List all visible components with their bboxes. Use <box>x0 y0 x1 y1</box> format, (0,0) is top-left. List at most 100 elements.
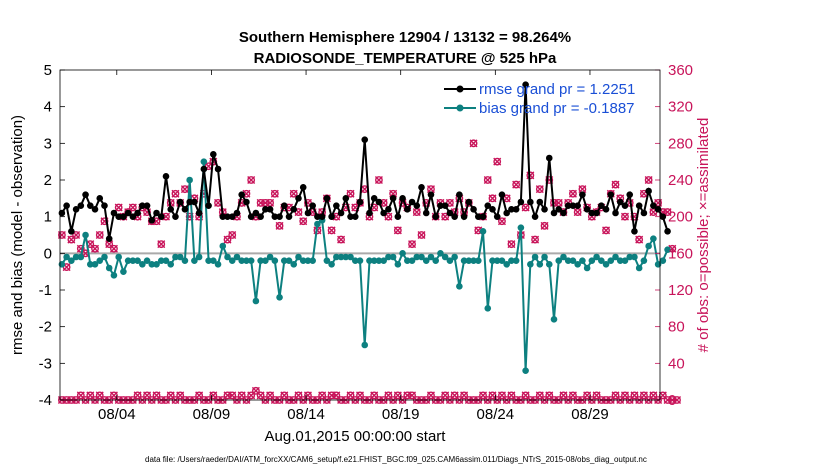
bias-point <box>58 261 66 268</box>
y-tick-label: 4 <box>44 99 52 116</box>
obs-zero-possible-point <box>521 391 530 400</box>
obs-assimilated-point <box>57 231 66 239</box>
obs-zero-possible-point <box>592 391 601 400</box>
obs-possible-point <box>171 189 180 198</box>
rmse-point <box>621 202 629 209</box>
rmse-point <box>115 213 122 220</box>
legend: rmse grand pr = 1.2251 bias grand pr = -… <box>444 81 635 117</box>
rmse-point <box>536 198 544 206</box>
obs-assimilated-point <box>573 208 582 217</box>
bias-point <box>375 257 383 264</box>
obs-possible-point <box>95 231 104 239</box>
rmse-point <box>333 202 340 209</box>
obs-assimilated-point <box>337 235 346 244</box>
rmse-point <box>645 187 652 195</box>
bias-point <box>91 261 99 268</box>
rmse-point <box>238 191 246 198</box>
chart-title-line1: Southern Hemisphere 12904 / 13132 = 98.2… <box>239 29 571 46</box>
obs-possible-point <box>512 180 521 189</box>
bias-point <box>635 264 643 272</box>
rmse-point <box>456 191 463 198</box>
obs-zero-possible-point <box>611 391 620 400</box>
bias-point <box>512 257 520 264</box>
rmse-point <box>427 191 435 198</box>
obs-assimilated-point <box>417 231 426 239</box>
bias-point <box>441 253 449 261</box>
rmse-point <box>602 206 610 213</box>
obs-possible-point <box>408 240 416 249</box>
obs-possible-point <box>469 139 478 148</box>
bias-point <box>385 253 392 261</box>
bias-point <box>172 253 179 261</box>
bias-point <box>143 257 151 264</box>
rmse-point <box>295 195 302 202</box>
rmse-point <box>280 202 288 209</box>
rmse-point <box>541 206 548 213</box>
obs-possible-point <box>483 176 492 184</box>
obs-zero-assimilated-point <box>673 396 682 404</box>
rmse-point <box>101 202 108 209</box>
rmse-point <box>375 198 383 206</box>
rmse-point <box>247 213 255 220</box>
obs-zero-possible-point <box>294 391 303 400</box>
bias-point <box>96 257 104 264</box>
bias-point <box>564 257 572 264</box>
obs-assimilated-point <box>526 171 535 180</box>
rmse-point <box>659 213 667 220</box>
bias-point <box>536 261 544 268</box>
obs-assimilated-point <box>374 176 383 184</box>
bias-point <box>299 257 307 264</box>
bias-point <box>399 250 406 257</box>
obs-possible-point <box>185 212 194 221</box>
obs-zero-possible-point <box>569 391 577 400</box>
obs-assimilated-point <box>228 231 237 239</box>
obs-possible-point <box>644 176 653 184</box>
bias-point <box>153 261 160 268</box>
rmse-point <box>508 206 515 213</box>
obs-zero-possible-point <box>166 391 175 400</box>
bias-point <box>86 261 94 268</box>
bias-point <box>588 257 596 264</box>
y-right-tick-label: 40 <box>668 355 685 372</box>
y-tick-label: -3 <box>39 355 52 372</box>
y-right-tick-label: 160 <box>668 245 693 262</box>
rmse-point <box>228 213 236 220</box>
obs-assimilated-point <box>488 194 497 203</box>
bias-point <box>555 257 563 264</box>
bias-point <box>370 257 378 264</box>
legend-rmse-marker <box>456 85 464 93</box>
rmse-point <box>86 202 94 209</box>
rmse-point <box>323 195 331 202</box>
obs-zero-possible-point <box>498 391 506 400</box>
obs-assimilated-point <box>635 235 644 244</box>
bias-point <box>176 253 184 261</box>
obs-possible-point <box>110 244 118 253</box>
obs-assimilated-point <box>644 176 653 184</box>
bias-point <box>77 253 85 261</box>
bias-point <box>309 257 316 264</box>
obs-assimilated-point <box>507 240 516 249</box>
plot-area <box>60 70 660 400</box>
obs-assimilated-point <box>275 221 284 230</box>
obs-possible-point <box>57 231 66 239</box>
obs-assimilated-point <box>512 180 521 189</box>
rmse-point <box>555 206 563 213</box>
obs-assimilated-point <box>535 185 544 194</box>
bias-point <box>579 257 586 264</box>
rmse-point <box>545 154 553 162</box>
obs-assimilated-point <box>393 226 402 235</box>
bias-point <box>460 257 468 264</box>
bias-point <box>489 257 496 264</box>
rmse-point <box>314 213 321 220</box>
bias-point <box>210 257 217 264</box>
obs-possible-point <box>157 240 166 249</box>
x-tick-label: 08/14 <box>287 406 325 423</box>
rmse-point <box>404 206 411 213</box>
rmse-point <box>243 198 250 206</box>
bias-point <box>228 257 236 264</box>
bias-point <box>347 253 354 261</box>
bias-point <box>451 253 458 261</box>
rmse-point <box>181 206 189 213</box>
bias-point <box>545 261 553 268</box>
obs-possible-point <box>393 226 402 235</box>
